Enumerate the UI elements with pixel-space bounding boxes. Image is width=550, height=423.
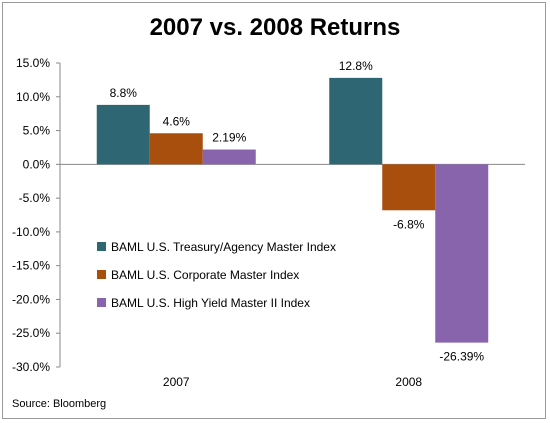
data-label: 12.8% <box>339 59 373 73</box>
y-tick-label: 5.0% <box>23 124 51 138</box>
legend-label: BAML U.S. Corporate Master Index <box>111 268 299 282</box>
bar <box>202 149 256 165</box>
bar <box>435 164 489 343</box>
y-tick-label: 0.0% <box>23 157 51 171</box>
y-tick-label: -20.0% <box>12 292 50 306</box>
bar <box>329 77 383 165</box>
bar <box>149 133 203 165</box>
data-label: -6.8% <box>393 217 425 231</box>
legend-swatch <box>97 242 106 251</box>
y-tick-label: -10.0% <box>12 225 50 239</box>
data-label: 8.8% <box>110 86 138 100</box>
y-tick-label: -30.0% <box>12 360 50 374</box>
source-note: Source: Bloomberg <box>12 398 107 410</box>
y-tick-label: -15.0% <box>12 259 50 273</box>
x-tick-label: 2007 <box>163 375 190 389</box>
data-label: -26.39% <box>439 350 484 364</box>
x-tick-label: 2008 <box>395 375 422 389</box>
bar <box>96 104 150 165</box>
data-label: 4.6% <box>163 114 191 128</box>
y-tick-label: 10.0% <box>16 90 50 104</box>
legend-swatch <box>97 270 106 279</box>
y-tick-label: 15.0% <box>16 56 50 70</box>
legend-swatch <box>97 298 106 307</box>
legend-label: BAML U.S. High Yield Master II Index <box>111 296 310 310</box>
legend-label: BAML U.S. Treasury/Agency Master Index <box>111 240 336 254</box>
y-tick-label: -25.0% <box>12 326 50 340</box>
y-tick-label: -5.0% <box>19 191 51 205</box>
data-label: 2.19% <box>212 131 246 145</box>
chart-title: 2007 vs. 2008 Returns <box>149 14 401 41</box>
bar <box>382 164 436 211</box>
